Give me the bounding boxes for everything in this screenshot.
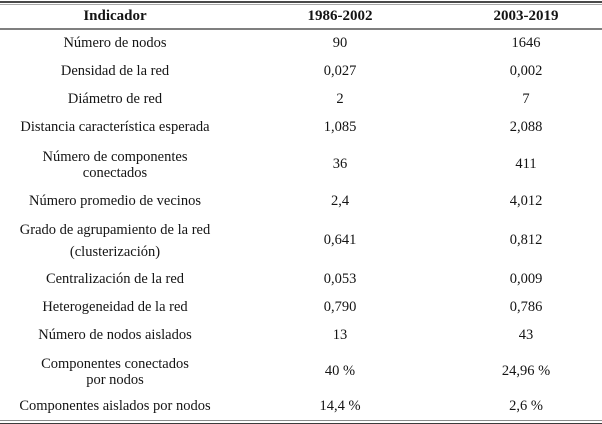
indicator-label-line1: Número de componentes xyxy=(42,149,188,165)
table-row-aislados-por-nodos: Componentes aislados por nodos 14,4 % 2,… xyxy=(0,394,602,420)
table-row-grado-de-agrupamiento: Grado de agrupamiento de la red (cluster… xyxy=(0,216,602,266)
value-2003-2019: 0,786 xyxy=(509,299,543,316)
table-row-numero-de-nodos: Número de nodos 90 1646 xyxy=(0,30,602,58)
value-1986-2002: 1,085 xyxy=(323,119,357,136)
value-1986-2002: 0,790 xyxy=(323,299,357,316)
table-row-nodos-aislados: Número de nodos aislados 13 43 xyxy=(0,322,602,350)
table-row-densidad-de-la-red: Densidad de la red 0,027 0,002 xyxy=(0,58,602,86)
indicator-label-line1: Componentes conectados xyxy=(41,356,189,372)
value-1986-2002: 40 % xyxy=(324,363,356,380)
value-1986-2002: 36 xyxy=(332,156,348,173)
value-2003-2019: 1646 xyxy=(511,35,541,52)
indicator-label: Distancia característica esperada xyxy=(20,119,210,136)
column-header-2003-2019: 2003-2019 xyxy=(493,7,559,24)
indicator-label: Número promedio de vecinos xyxy=(29,193,201,210)
table-row-componentes-conectados: Número de componentes conectados 36 411 xyxy=(0,142,602,188)
value-2003-2019: 7 xyxy=(522,91,530,108)
indicator-label-line2: conectados xyxy=(82,165,148,181)
table-row-promedio-de-vecinos: Número promedio de vecinos 2,4 4,012 xyxy=(0,188,602,216)
table-top-rule-thin xyxy=(0,4,602,5)
value-2003-2019: 0,812 xyxy=(509,232,543,249)
table-header-row: Indicador 1986-2002 2003-2019 xyxy=(0,5,602,28)
indicator-label: Número de nodos xyxy=(63,35,167,52)
table-row-conectados-por-nodos: Componentes conectados por nodos 40 % 24… xyxy=(0,350,602,394)
indicator-label: Diámetro de red xyxy=(67,91,163,108)
table-row-heterogeneidad: Heterogeneidad de la red 0,790 0,786 xyxy=(0,294,602,322)
indicator-label: Heterogeneidad de la red xyxy=(42,299,188,316)
indicator-label: Densidad de la red xyxy=(60,63,170,80)
indicator-label: Número de nodos aislados xyxy=(38,327,192,344)
indicator-label: Componentes aislados por nodos xyxy=(19,398,211,415)
column-header-indicador: Indicador xyxy=(83,7,147,24)
table-bottom-rule-thin xyxy=(0,420,602,421)
value-1986-2002: 13 xyxy=(332,327,348,344)
indicator-label: Centralización de la red xyxy=(45,271,185,288)
indicator-label-line1: Grado de agrupamiento de la red xyxy=(19,222,211,238)
value-1986-2002: 0,027 xyxy=(323,63,357,80)
indicator-label: Número de componentes conectados xyxy=(0,142,230,188)
table-top-rule-thick xyxy=(0,1,602,3)
value-1986-2002: 2,4 xyxy=(330,193,350,210)
value-1986-2002: 0,641 xyxy=(323,232,357,249)
value-2003-2019: 0,002 xyxy=(509,63,543,80)
table-row-distancia-caracteristica: Distancia característica esperada 1,085 … xyxy=(0,114,602,142)
value-2003-2019: 411 xyxy=(515,156,537,173)
value-2003-2019: 4,012 xyxy=(509,193,543,210)
value-1986-2002: 90 xyxy=(332,35,348,52)
value-1986-2002: 14,4 % xyxy=(319,398,361,415)
header-separator-rule xyxy=(0,28,602,30)
indicator-label-line2: por nodos xyxy=(86,372,144,388)
value-2003-2019: 2,088 xyxy=(509,119,543,136)
indicator-label: Grado de agrupamiento de la red (cluster… xyxy=(0,216,230,266)
table-row-centralizacion: Centralización de la red 0,053 0,009 xyxy=(0,266,602,294)
column-header-1986-2002: 1986-2002 xyxy=(307,7,373,24)
table-row-diametro-de-red: Diámetro de red 2 7 xyxy=(0,86,602,114)
indicator-label-line2: (clusterización) xyxy=(69,244,161,260)
value-2003-2019: 43 xyxy=(518,327,534,344)
value-2003-2019: 0,009 xyxy=(509,271,543,288)
indicator-label: Componentes conectados por nodos xyxy=(0,350,230,394)
value-2003-2019: 24,96 % xyxy=(501,363,551,380)
value-1986-2002: 0,053 xyxy=(323,271,357,288)
value-2003-2019: 2,6 % xyxy=(509,398,543,415)
value-1986-2002: 2 xyxy=(336,91,344,108)
